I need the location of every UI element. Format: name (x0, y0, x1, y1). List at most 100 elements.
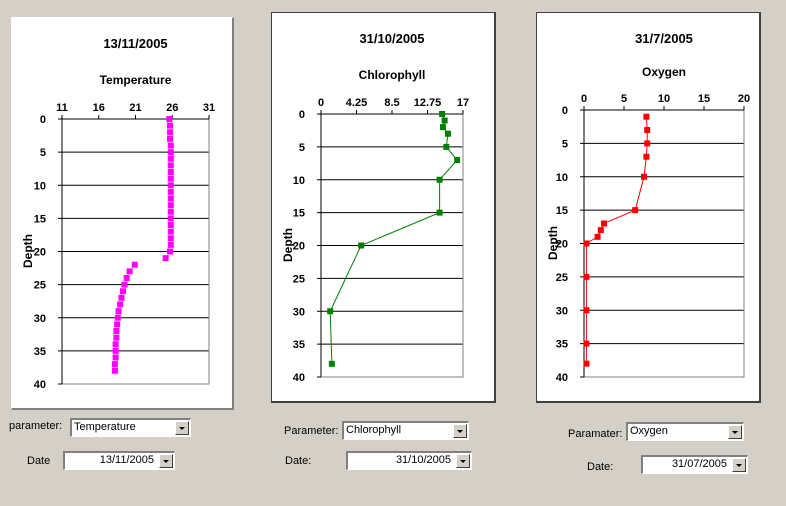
data-point (583, 360, 590, 367)
data-point (439, 124, 446, 131)
y-tick-label: 20 (556, 239, 568, 251)
data-point (454, 157, 461, 164)
data-point (597, 227, 604, 234)
y-tick-label: 30 (34, 313, 46, 325)
data-point (583, 240, 590, 247)
x-tick-label: 10 (658, 93, 670, 105)
data-point (644, 127, 651, 134)
x-tick-label: 8.5 (384, 97, 399, 109)
data-point (166, 116, 173, 122)
x-tick-label: 16 (93, 102, 105, 114)
x-tick-label: 31 (203, 102, 215, 114)
y-tick-label: 5 (40, 147, 46, 159)
date-select-1[interactable]: 13/11/2005 (63, 451, 175, 470)
oxygen-chart-panel: 31/7/2005 Oxygen Depth 0 5 10 15 20 0 5 10 15 20 25 30… (536, 12, 761, 403)
x-tick-label: 12.75 (414, 97, 442, 109)
y-tick-label: 25 (34, 280, 46, 292)
y-tick-label: 20 (34, 247, 46, 259)
chlorophyll-chart-panel: 31/10/2005 Chlorophyll Depth 0 4.25 8.5 12.75 1… (271, 12, 496, 403)
x-tick-label: 0 (318, 97, 324, 109)
data-point (601, 220, 607, 227)
data-point (126, 268, 133, 275)
data-point (641, 173, 647, 180)
chart-title: 13/11/2005 (103, 36, 167, 51)
chevron-down-icon[interactable] (728, 425, 742, 439)
chart-subtitle: Temperature (100, 73, 172, 87)
data-point (167, 155, 174, 162)
data-point (167, 182, 174, 189)
y-tick-label: 0 (299, 109, 305, 121)
data-point (644, 140, 651, 147)
chlorophyll-chart: 31/10/2005 Chlorophyll Depth 0 4.25 8.5 12.75 1… (281, 31, 469, 384)
data-point (167, 169, 174, 175)
y-tick-label: 35 (34, 346, 46, 358)
chart-title: 31/7/2005 (635, 31, 693, 46)
x-tick-label: 20 (738, 93, 750, 105)
oxygen-chart: 31/7/2005 Oxygen Depth 0 5 10 15 20 0 5 10 15 20 25 30… (546, 31, 750, 384)
data-point (111, 361, 118, 368)
x-tick-label: 15 (698, 93, 710, 105)
data-point (121, 281, 128, 288)
x-tick-label: 5 (621, 93, 627, 105)
date-select-3-value: 31/07/2005 (671, 458, 727, 470)
x-tick-label: 26 (166, 102, 178, 114)
data-point (167, 248, 174, 255)
data-point (162, 255, 169, 262)
y-tick-label: 30 (556, 305, 568, 317)
y-axis-label: Depth (21, 234, 35, 268)
data-point (436, 209, 443, 216)
parameter-label-1: parameter: (9, 420, 63, 432)
data-point (583, 273, 590, 280)
date-select-2[interactable]: 31/10/2005 (346, 451, 472, 470)
data-point (123, 275, 130, 281)
x-tick-label: 11 (56, 102, 68, 114)
parameter-select-1[interactable]: Temperature (70, 418, 191, 437)
series-line (329, 113, 458, 364)
data-point (113, 328, 120, 334)
data-point (436, 176, 443, 183)
y-tick-label: 10 (556, 172, 568, 184)
chevron-down-icon[interactable] (732, 458, 746, 472)
chevron-down-icon[interactable] (175, 421, 189, 435)
data-point (632, 207, 639, 214)
y-tick-label: 15 (293, 208, 305, 220)
data-point (167, 195, 174, 202)
data-point (112, 341, 119, 348)
y-tick-label: 15 (34, 213, 46, 225)
y-tick-label: 5 (299, 142, 305, 154)
y-tick-label: 20 (293, 241, 305, 253)
y-tick-label: 10 (293, 175, 305, 187)
chevron-down-icon[interactable] (453, 424, 467, 438)
data-point (115, 308, 122, 315)
data-point (441, 117, 448, 124)
chevron-down-icon[interactable] (159, 454, 173, 468)
data-point (167, 235, 174, 242)
data-point (643, 153, 650, 160)
y-tick-label: 35 (556, 339, 568, 351)
data-point (167, 241, 174, 248)
data-point (358, 242, 365, 249)
data-point (643, 113, 650, 120)
data-point (167, 215, 174, 222)
chevron-down-icon[interactable] (456, 454, 470, 468)
data-point (120, 288, 127, 295)
parameter-label-3: Paramater: (568, 428, 623, 440)
parameter-select-3-value: Oxygen (630, 425, 668, 437)
data-point (167, 129, 174, 136)
data-point (167, 162, 174, 169)
y-tick-label: 40 (293, 372, 305, 384)
data-point (167, 222, 174, 228)
date-label-2: Date: (285, 455, 312, 467)
parameter-select-2[interactable]: Chlorophyll (342, 421, 469, 440)
date-label-3: Date: (587, 461, 614, 473)
data-point (118, 294, 125, 301)
temperature-chart-panel: 13/11/2005 Temperature Depth 11 16 21 26 31 0 5 10… (11, 17, 234, 410)
data-point (167, 149, 174, 156)
data-point (327, 308, 334, 315)
data-point (112, 347, 119, 354)
temperature-chart: 13/11/2005 Temperature Depth 11 16 21 26 31 0 5 10… (21, 36, 215, 391)
date-select-3[interactable]: 31/07/2005 (641, 455, 748, 474)
y-tick-label: 40 (34, 379, 46, 391)
parameter-select-3[interactable]: Oxygen (626, 422, 744, 441)
parameter-select-1-value: Temperature (74, 421, 136, 433)
